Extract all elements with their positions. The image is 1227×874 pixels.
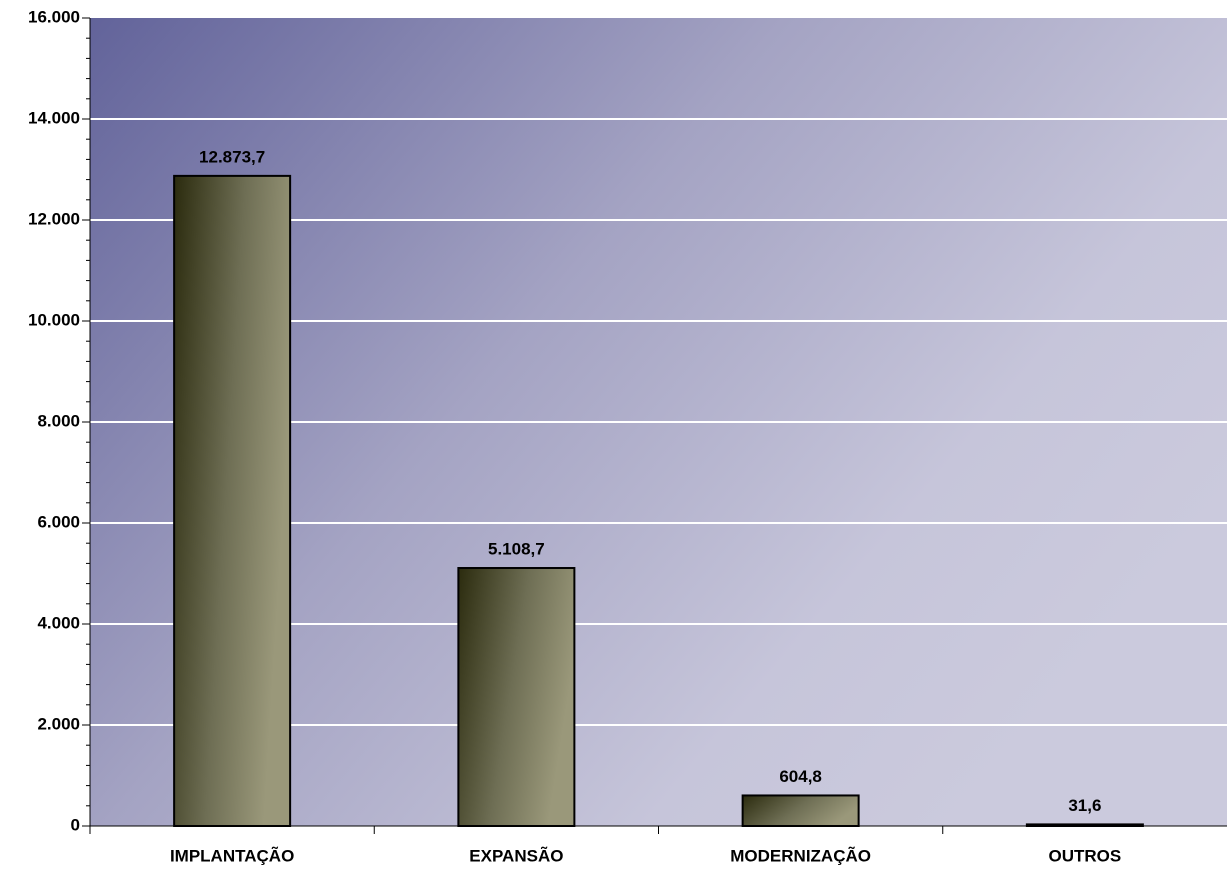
value-label: 604,8 — [779, 767, 822, 786]
y-tick-label: 6.000 — [37, 512, 80, 531]
x-tick-label: EXPANSÃO — [469, 845, 563, 865]
x-tick-label: IMPLANTAÇÃO — [170, 845, 294, 865]
x-tick-label: MODERNIZAÇÃO — [730, 845, 871, 865]
x-tick-label: OUTROS — [1049, 846, 1122, 865]
y-tick-label: 0 — [71, 815, 80, 834]
y-tick-label: 16.000 — [28, 7, 80, 26]
y-tick-label: 4.000 — [37, 613, 80, 632]
y-tick-label: 10.000 — [28, 310, 80, 329]
bar — [457, 567, 576, 827]
y-tick-label: 12.000 — [28, 209, 80, 228]
y-tick-label: 8.000 — [37, 411, 80, 430]
value-label: 12.873,7 — [199, 147, 265, 166]
value-label: 5.108,7 — [488, 539, 545, 558]
y-tick-label: 2.000 — [37, 714, 80, 733]
value-label: 31,6 — [1068, 796, 1101, 815]
bar — [741, 794, 860, 827]
bar — [173, 174, 292, 827]
bar — [1025, 823, 1144, 827]
y-tick-label: 14.000 — [28, 108, 80, 127]
